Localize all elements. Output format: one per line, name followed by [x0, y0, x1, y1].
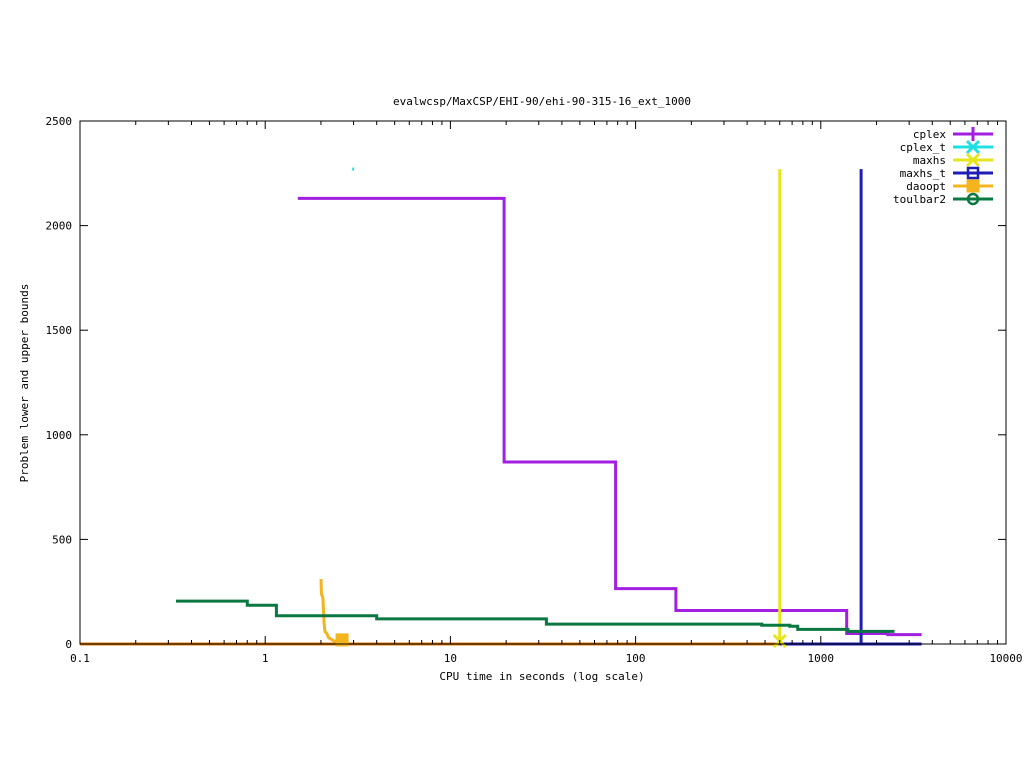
series-line-cplex: [297, 196, 922, 637]
legend-marker-cplex_t-b: [965, 139, 981, 155]
legend-marker-cplex_t: [965, 139, 981, 155]
axes: 0.1 1 10 100 1000 10000 0 500 1000 1500 2000 2500: [46, 115, 1023, 665]
legend-marker-maxhs: [965, 152, 981, 168]
legend-marker-maxhs-b: [965, 152, 981, 168]
y-tick-label: 1500: [46, 324, 73, 337]
legend-entry: cplex: [913, 127, 993, 141]
y-tick-label: 500: [52, 533, 72, 546]
series-line-daoopt: [319, 579, 343, 644]
legend-label-toulbar2: toulbar2: [893, 193, 946, 206]
x-tick-label: 10: [444, 652, 457, 665]
legend-entry: cplex_t: [900, 139, 993, 155]
series-line-toulbar2: [176, 599, 895, 633]
x-tick-label: 10000: [989, 652, 1022, 665]
legend-entry: maxhs_t: [900, 166, 993, 180]
y-tick-label: 0: [65, 638, 72, 651]
legend-label-daoopt: daoopt: [906, 180, 946, 193]
y-tick-label: 1000: [46, 429, 73, 442]
x-tick-label: 1: [262, 652, 269, 665]
legend-label-cplex: cplex: [913, 128, 946, 141]
legend-entry: toulbar2: [893, 192, 993, 206]
daoopt-point-marker: [335, 633, 349, 647]
legend-marker-maxhs_t: [966, 166, 980, 180]
legend-label-maxhs: maxhs: [913, 154, 946, 167]
legend-marker-toulbar2: [966, 192, 980, 206]
plot-area: [80, 167, 922, 649]
chart-title: evalwcsp/MaxCSP/EHI-90/ehi-90-315-16_ext…: [393, 95, 691, 108]
legend-label-cplex_t: cplex_t: [900, 141, 946, 154]
x-tick-label: 0.1: [70, 652, 90, 665]
plot-frame: [79, 120, 1007, 645]
y-tick-label: 2500: [46, 115, 73, 128]
legend-entry: daoopt: [906, 179, 993, 193]
legend-label-maxhs_t: maxhs_t: [900, 167, 946, 180]
legend-marker-cplex: [966, 127, 980, 141]
legend-marker-daoopt: [966, 179, 980, 193]
x-tick-label: 100: [626, 652, 646, 665]
legend-entry: maxhs: [913, 152, 993, 168]
x-tick-label: 1000: [808, 652, 835, 665]
x-axis-label: CPU time in seconds (log scale): [439, 670, 644, 683]
y-axis-label: Problem lower and upper bounds: [18, 284, 31, 483]
y-tick-label: 2000: [46, 220, 73, 233]
